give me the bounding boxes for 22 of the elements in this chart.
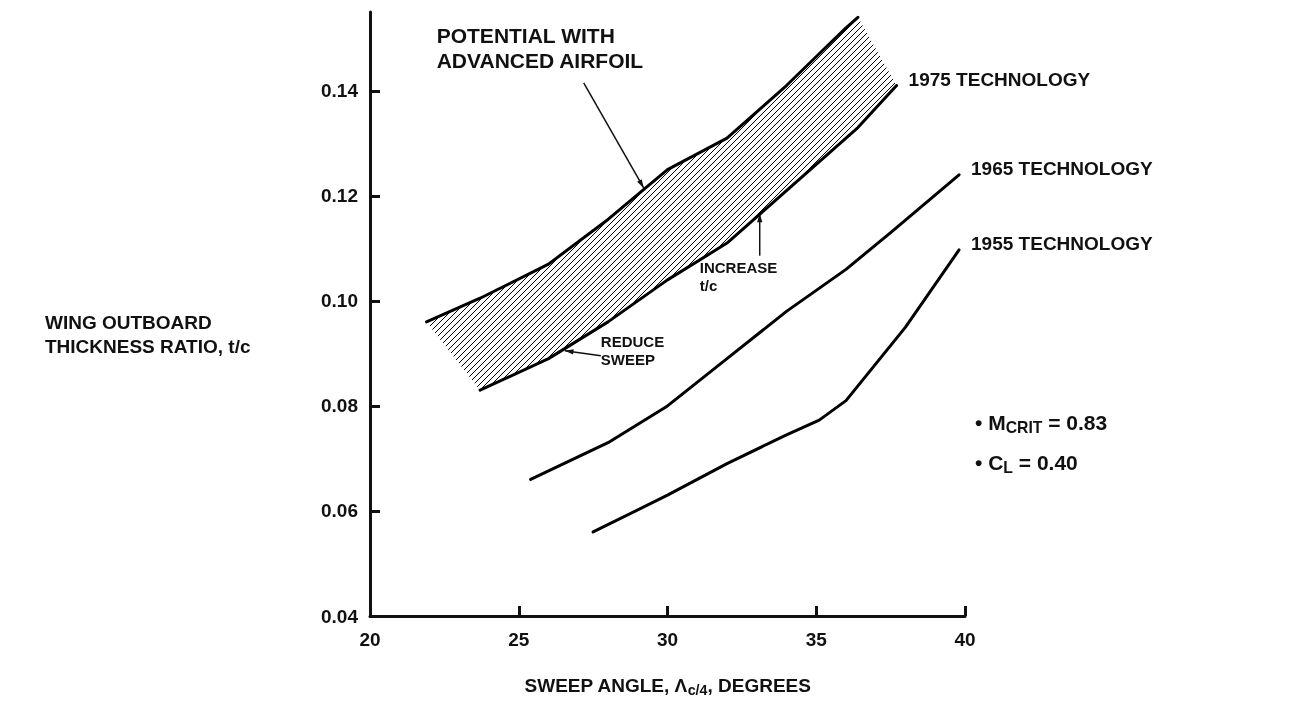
x-tick-label: 20 [359,629,381,650]
y-tick-label: 0.12 [321,185,358,207]
y-tick-label: 0.08 [321,395,358,417]
y-tick-label: 0.10 [321,290,358,312]
x-tick-label: 35 [805,629,828,650]
y-tick-label: 0.06 [321,500,358,522]
series-label: 1955 TECHNOLOGY [971,233,1153,255]
y-tick-label: 0.14 [321,80,359,102]
y-axis-title: WING OUTBOARD THICKNESS RATIO, t/c [45,311,251,357]
y-tick-label: 0.04 [321,605,359,627]
line-series [591,248,961,534]
annotation: REDUCE SWEEP [600,333,665,369]
annotation: POTENTIAL WITH ADVANCED AIRFOIL [436,24,644,73]
x-tick-label: 30 [656,629,679,650]
series-label: 1965 TECHNOLOGY [971,158,1153,180]
line-series [529,173,961,481]
x-tick-label: 25 [508,629,530,650]
line-series [478,84,899,392]
annotation: INCREASE t/c [699,259,778,295]
line-series [425,15,860,324]
series-label: 1975 TECHNOLOGY [908,69,1091,91]
x-tick-label: 40 [954,629,976,650]
